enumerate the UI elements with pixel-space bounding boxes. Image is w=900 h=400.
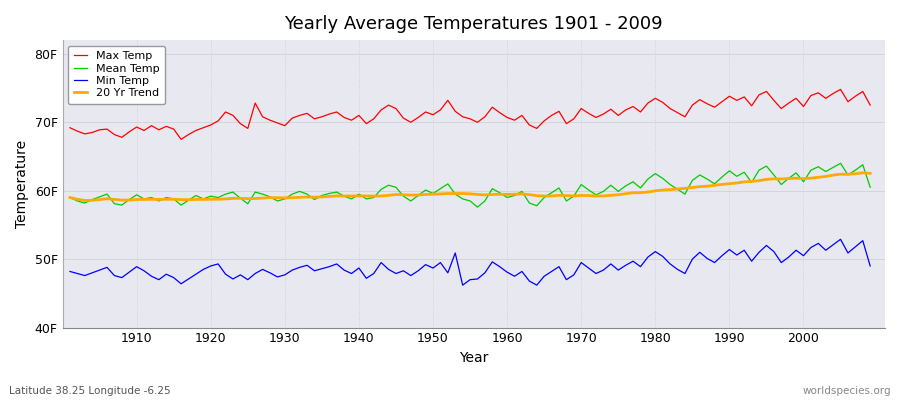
Text: worldspecies.org: worldspecies.org xyxy=(803,386,891,396)
Max Temp xyxy=(865,103,876,108)
Mean Temp xyxy=(598,189,608,194)
Min Temp xyxy=(287,268,298,272)
Min Temp xyxy=(598,268,608,272)
Title: Yearly Average Temperatures 1901 - 2009: Yearly Average Temperatures 1901 - 2009 xyxy=(284,15,663,33)
Min Temp xyxy=(501,270,512,274)
20 Yr Trend xyxy=(294,195,305,200)
Line: Mean Temp: Mean Temp xyxy=(70,163,870,207)
Mean Temp xyxy=(509,193,520,198)
Mean Temp xyxy=(501,195,512,200)
20 Yr Trend xyxy=(858,170,868,175)
Y-axis label: Temperature: Temperature xyxy=(15,140,29,228)
Line: Max Temp: Max Temp xyxy=(70,89,870,139)
20 Yr Trend xyxy=(338,194,349,198)
20 Yr Trend xyxy=(598,194,608,198)
Text: Latitude 38.25 Longitude -6.25: Latitude 38.25 Longitude -6.25 xyxy=(9,386,171,396)
Min Temp xyxy=(865,264,876,268)
Mean Temp xyxy=(835,161,846,166)
Mean Temp xyxy=(331,190,342,194)
20 Yr Trend xyxy=(865,171,876,176)
20 Yr Trend xyxy=(79,198,90,203)
20 Yr Trend xyxy=(501,192,512,197)
Mean Temp xyxy=(865,185,876,190)
Min Temp xyxy=(65,269,76,274)
Max Temp xyxy=(835,87,846,92)
Max Temp xyxy=(338,115,349,120)
Max Temp xyxy=(501,115,512,120)
Mean Temp xyxy=(65,195,76,200)
Legend: Max Temp, Mean Temp, Min Temp, 20 Yr Trend: Max Temp, Mean Temp, Min Temp, 20 Yr Tre… xyxy=(68,46,165,104)
20 Yr Trend xyxy=(131,197,142,202)
Mean Temp xyxy=(472,205,483,210)
Min Temp xyxy=(509,274,520,279)
Max Temp xyxy=(124,130,135,134)
Max Temp xyxy=(65,125,76,130)
Max Temp xyxy=(176,137,186,142)
Max Temp xyxy=(598,112,608,116)
Mean Temp xyxy=(287,192,298,196)
Max Temp xyxy=(294,113,305,118)
Line: Min Temp: Min Temp xyxy=(70,239,870,285)
Min Temp xyxy=(124,270,135,274)
Mean Temp xyxy=(124,197,135,202)
Min Temp xyxy=(457,283,468,288)
Line: 20 Yr Trend: 20 Yr Trend xyxy=(70,173,870,200)
Min Temp xyxy=(331,262,342,266)
20 Yr Trend xyxy=(509,192,520,197)
20 Yr Trend xyxy=(65,195,76,200)
X-axis label: Year: Year xyxy=(459,351,489,365)
Min Temp xyxy=(835,237,846,242)
Max Temp xyxy=(509,118,520,122)
